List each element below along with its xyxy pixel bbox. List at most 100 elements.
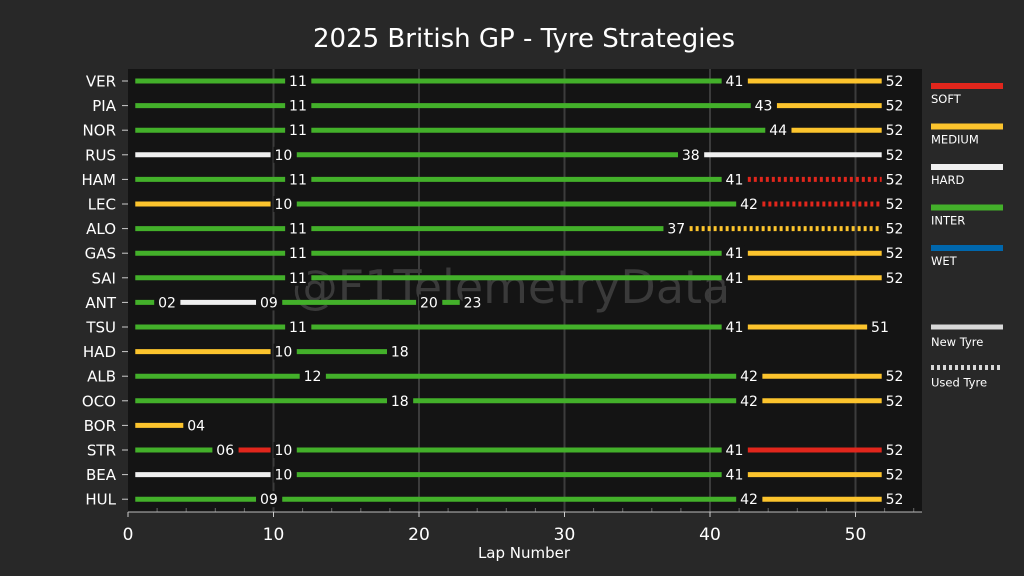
- stint-end-label-LEC-2: 42: [740, 197, 758, 213]
- stint-end-label-GAS-1: 11: [289, 246, 307, 262]
- stint-end-label-OCO-2: 42: [740, 394, 758, 410]
- driver-label-HUL: HUL: [85, 491, 116, 509]
- driver-label-ANT: ANT: [85, 294, 116, 312]
- stint-label-bg: [739, 368, 760, 385]
- stint-end-label-BEA-2: 41: [726, 468, 744, 484]
- legend-label-medium: MEDIUM: [931, 133, 979, 147]
- stint-label-bg: [724, 73, 745, 89]
- stint-label-bg: [884, 97, 905, 114]
- stint-end-label-NOR-2: 44: [769, 123, 787, 139]
- stint-label-bg: [724, 319, 745, 335]
- stint-label-bg: [273, 146, 294, 163]
- stint-label-bg: [186, 417, 207, 434]
- stint-end-label-STR-2: 10: [275, 443, 293, 459]
- stint-label-bg: [666, 220, 687, 237]
- stint-label-bg: [884, 171, 905, 188]
- stint-label-bg: [288, 319, 309, 335]
- chart-title: 2025 British GP - Tyre Strategies: [313, 24, 735, 54]
- stint-end-label-ALO-1: 11: [289, 222, 307, 238]
- x-tick-label-10: 10: [263, 525, 285, 545]
- stint-label-bg: [215, 442, 236, 458]
- stint-end-label-VER-3: 52: [886, 74, 904, 90]
- legend-label-inter: INTER: [931, 214, 965, 228]
- stint-label-bg: [884, 73, 905, 89]
- stint-end-label-VER-2: 41: [726, 74, 744, 90]
- stint-end-label-STR-1: 06: [216, 443, 234, 459]
- stint-label-bg: [273, 466, 294, 483]
- legend-label-soft: SOFT: [931, 92, 962, 106]
- driver-label-HAM: HAM: [82, 171, 116, 189]
- stint-end-label-HUL-3: 52: [886, 492, 904, 508]
- stint-label-bg: [258, 294, 279, 311]
- stint-labels: 11 41 52 11 43 52 11 44 52 10 38 52 11 41 52 10 42 52 11 37…: [157, 73, 905, 508]
- stint-end-label-ANT-3: 20: [420, 295, 438, 311]
- driver-label-PIA: PIA: [92, 97, 116, 115]
- stint-end-label-STR-4: 52: [886, 443, 904, 459]
- stint-end-label-ANT-2: 09: [260, 295, 278, 311]
- stint-end-label-ALB-2: 42: [740, 369, 758, 385]
- stint-end-label-GAS-3: 52: [886, 246, 904, 262]
- stint-end-label-ALO-3: 52: [886, 222, 904, 238]
- stint-label-bg: [273, 196, 294, 212]
- stint-end-label-TSU-3: 51: [871, 320, 889, 336]
- stint-end-label-HAM-3: 52: [886, 172, 904, 188]
- stint-end-label-ALB-3: 52: [886, 369, 904, 385]
- stint-label-bg: [753, 97, 774, 114]
- grid-layer: [156, 69, 915, 512]
- y-axis: VER PIA NOR RUS HAM LEC ALO GAS SAI ANT TSU HAD ALB O…: [82, 73, 128, 509]
- stint-end-label-OCO-3: 52: [886, 394, 904, 410]
- stint-label-bg: [258, 491, 279, 508]
- stint-label-bg: [157, 294, 178, 311]
- stint-label-bg: [884, 220, 905, 237]
- stint-label-bg: [768, 122, 789, 139]
- driver-label-ALO: ALO: [86, 220, 116, 238]
- stint-label-bg: [288, 97, 309, 114]
- stint-bars: [135, 78, 882, 502]
- driver-label-OCO: OCO: [82, 392, 116, 410]
- stint-label-bg: [884, 392, 905, 409]
- stint-end-label-LEC-1: 10: [275, 197, 293, 213]
- stint-end-label-HAD-2: 18: [391, 345, 409, 361]
- stint-end-label-ALB-1: 12: [304, 369, 322, 385]
- stint-label-bg: [288, 171, 309, 188]
- stint-label-bg: [288, 220, 309, 237]
- watermark-layer: @F1TelemetryData: [292, 260, 731, 314]
- stint-label-bg: [884, 368, 905, 385]
- driver-label-SAI: SAI: [92, 269, 117, 287]
- legend-label-wet: WET: [931, 254, 958, 268]
- stint-label-bg: [389, 392, 410, 409]
- stint-end-label-HAD-1: 10: [275, 345, 293, 361]
- stint-label-bg: [884, 466, 905, 483]
- stint-label-bg: [389, 343, 410, 360]
- stint-end-label-BEA-1: 10: [275, 468, 293, 484]
- stint-label-bg: [884, 122, 905, 139]
- stint-label-bg: [870, 319, 891, 335]
- stint-end-label-BEA-3: 52: [886, 468, 904, 484]
- stint-end-label-RUS-3: 52: [886, 148, 904, 164]
- stint-label-bg: [739, 392, 760, 409]
- stint-end-label-HAM-1: 11: [289, 172, 307, 188]
- stint-label-bg: [884, 269, 905, 286]
- stint-end-label-RUS-1: 10: [275, 148, 293, 164]
- stint-label-bg: [739, 196, 760, 212]
- stint-label-bg: [884, 491, 905, 508]
- driver-label-NOR: NOR: [83, 122, 116, 140]
- stint-label-bg: [884, 245, 905, 262]
- x-axis-label: Lap Number: [478, 544, 571, 562]
- stint-end-label-ANT-4: 23: [464, 295, 482, 311]
- driver-label-LEC: LEC: [88, 196, 116, 214]
- stint-label-bg: [273, 442, 294, 458]
- plot-area: [128, 69, 922, 512]
- driver-label-TSU: TSU: [85, 319, 116, 337]
- stint-end-label-PIA-2: 43: [755, 99, 773, 115]
- stint-end-label-ALO-2: 37: [667, 222, 685, 238]
- driver-label-RUS: RUS: [85, 146, 116, 164]
- stint-label-bg: [462, 294, 483, 311]
- stint-label-bg: [884, 196, 905, 212]
- stint-label-bg: [739, 491, 760, 508]
- stint-end-label-NOR-1: 11: [289, 123, 307, 139]
- stint-label-bg: [680, 146, 701, 163]
- stint-label-bg: [273, 343, 294, 360]
